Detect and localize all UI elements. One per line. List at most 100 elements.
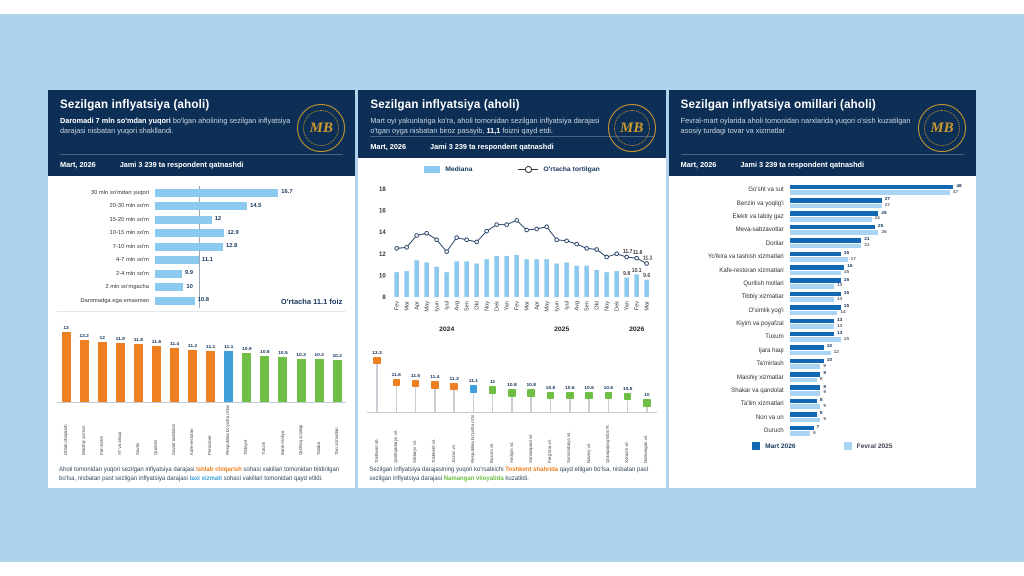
value-label: 9.9 [184, 270, 193, 277]
value-label-previous: 9 [823, 390, 827, 396]
bar [155, 229, 225, 238]
bar-track: 26 24 [789, 210, 967, 223]
category-label: Fan-ta'lim [99, 435, 104, 455]
marker [546, 391, 555, 400]
column: 12 Fan-ta'lim [93, 316, 112, 457]
header-text: Sezilgan inflyatsiya omillari (aholi) Fe… [680, 99, 964, 169]
category-label: Ishlab chiqarish [63, 423, 68, 455]
bar-track: 12 [155, 213, 346, 227]
bar-previous [789, 431, 811, 436]
value-label-previous: 15 [843, 336, 850, 342]
bar-current [789, 318, 834, 324]
category-label: Namangan vil. [644, 435, 649, 464]
value-label-current: 10 [826, 357, 833, 363]
category-label: Tibbiyot [244, 439, 249, 455]
value-label: 10.8 [507, 383, 517, 389]
legend-item-fevral: Fevral 2025 [843, 442, 893, 451]
value-label: 10.6 [260, 349, 270, 355]
panel-title: Sezilgan inflyatsiya omillari (aholi) [680, 99, 876, 111]
value-label-previous: 8 [819, 377, 823, 383]
category-label: 4-7 mln so'm [116, 257, 149, 264]
bar-current [789, 211, 879, 216]
stem [569, 399, 571, 413]
region-lollipop-chart: 13.3 Toshkent sh. 11.6 Qashqadaryo vil. … [367, 338, 657, 464]
stem [646, 406, 648, 413]
value-label: 11.9 [115, 336, 125, 342]
panel-footnote: Sezilgan inflyatsiya darajasining yuqori… [369, 466, 654, 484]
category-label: Guruch [763, 427, 784, 435]
bar-current [789, 345, 824, 350]
bar-track: 9 8 [789, 370, 967, 383]
bar [206, 350, 216, 402]
bar-previous [789, 203, 882, 209]
report-date: Mart, 2026 [60, 160, 96, 169]
bar-row: Guruch 7 6 [678, 424, 967, 437]
category-label: Tuxum [765, 333, 784, 341]
bar-track: 12.8 [155, 240, 346, 254]
category-label: Jizzax vil. [451, 444, 456, 464]
value-label: 11.1 [206, 344, 216, 350]
value-label: 11.5 [410, 373, 421, 379]
legend-swatch [752, 442, 761, 451]
bar-current [789, 291, 841, 297]
bar-row: 4-7 mln so'm 11.1 [57, 254, 346, 268]
lollipop: 10.5 Xorazm vil. [617, 340, 638, 464]
bar-current [789, 224, 875, 230]
svg-text:12: 12 [379, 252, 386, 258]
panel-body: Mediana O'rtacha tortilgan 8 10 12 14 16 18 9.… [358, 158, 665, 488]
bar-previous [789, 190, 950, 195]
category-label: Xorazm vil. [625, 441, 630, 464]
column: 11.2 Kafe-restoran [183, 316, 202, 457]
stem [395, 386, 397, 413]
category-label: Qoraqalpog'iston R. [605, 424, 610, 464]
value-label: 11.1 [224, 344, 234, 350]
svg-text:Iyun: Iyun [555, 301, 561, 312]
svg-text:Mar: Mar [645, 301, 651, 311]
category-label: 30 mln so'mdan yuqori [90, 189, 149, 196]
lollipop: 10 Namangan vil. [637, 340, 657, 464]
svg-text:Mar: Mar [525, 301, 531, 311]
bar-previous [789, 417, 821, 423]
bar [170, 347, 179, 402]
category-label: Kiyim va poyafzal [736, 320, 784, 328]
header-text: Sezilgan inflyatsiya (aholi) Mart oyi ya… [370, 99, 654, 151]
text-segment: 11,1 [486, 126, 501, 136]
bar-previous [789, 230, 879, 235]
svg-text:Iyun: Iyun [435, 301, 441, 312]
category-label: Elektr va tabiiy gaz [732, 212, 784, 220]
category-label: O'simlik yog'i [748, 306, 784, 314]
logo-monogram: MB [309, 119, 333, 136]
column: 11.4 Davlat tashkiloti [165, 316, 184, 457]
svg-text:May: May [425, 301, 431, 312]
svg-text:Fev: Fev [515, 301, 521, 311]
category-label: 10-15 mln so'm [109, 230, 149, 237]
svg-text:Avg: Avg [575, 301, 581, 311]
bar-row: Non va un 8 9 [678, 411, 967, 424]
value-label-current: 16 [847, 264, 853, 270]
marker [585, 391, 593, 400]
value-label: 11.6 [391, 372, 401, 378]
legend-swatch [424, 166, 441, 174]
bar-row: 2-4 mln so'm 9.9 [57, 267, 346, 281]
bar-row: 15-20 mln so'm 12 [57, 213, 346, 227]
category-label: Davlat tashkiloti [172, 423, 177, 455]
bar [155, 296, 195, 305]
svg-text:Yan: Yan [625, 301, 631, 311]
bar-row: Qurilish mollari 15 13 [678, 277, 967, 290]
svg-text:May: May [545, 301, 551, 312]
text-segment: Namangan viloyatida [443, 476, 504, 483]
bar [61, 331, 71, 402]
value-label: 11.1 [201, 256, 213, 263]
bar [155, 283, 184, 292]
column: 10.9 Tibbiyot [237, 316, 256, 457]
bar-previous [789, 364, 821, 369]
bar-row: Yo'lkira va tashish xizmatlari 15 17 [678, 250, 967, 263]
category-label: Taxi xizmatlari [334, 426, 339, 455]
text-segment: Sezilgan inflyatsiya darajasining yuqori… [369, 467, 506, 474]
value-label-previous: 21 [864, 243, 870, 249]
category-label: Respublika bo'yicha o'rtacha [226, 405, 231, 455]
marker [469, 385, 478, 393]
bar [242, 352, 252, 402]
bar-row: Tibbiy xizmatlar 15 13 [678, 290, 967, 303]
svg-text:11.7: 11.7 [623, 249, 633, 255]
